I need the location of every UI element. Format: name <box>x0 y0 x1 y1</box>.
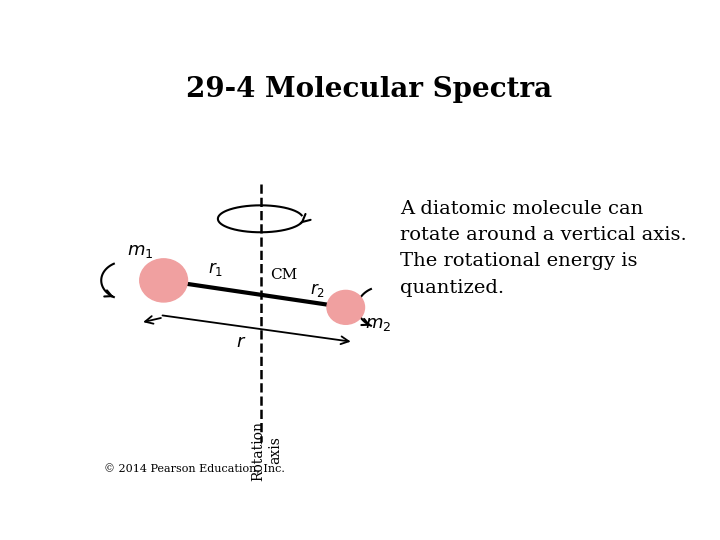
Ellipse shape <box>140 259 187 302</box>
Text: Rotation
axis: Rotation axis <box>251 421 282 481</box>
Text: A diatomic molecule can
rotate around a vertical axis.
The rotational energy is
: A diatomic molecule can rotate around a … <box>400 200 687 297</box>
Text: $m_2$: $m_2$ <box>365 315 392 333</box>
Text: $m_1$: $m_1$ <box>127 242 153 260</box>
Text: $r$: $r$ <box>236 333 246 352</box>
Text: CM: CM <box>270 268 297 282</box>
Text: 29-4 Molecular Spectra: 29-4 Molecular Spectra <box>186 76 552 103</box>
Text: © 2014 Pearson Education, Inc.: © 2014 Pearson Education, Inc. <box>104 464 285 474</box>
Text: $r_1$: $r_1$ <box>208 260 223 278</box>
Text: $r_2$: $r_2$ <box>310 281 325 299</box>
Ellipse shape <box>327 291 364 325</box>
